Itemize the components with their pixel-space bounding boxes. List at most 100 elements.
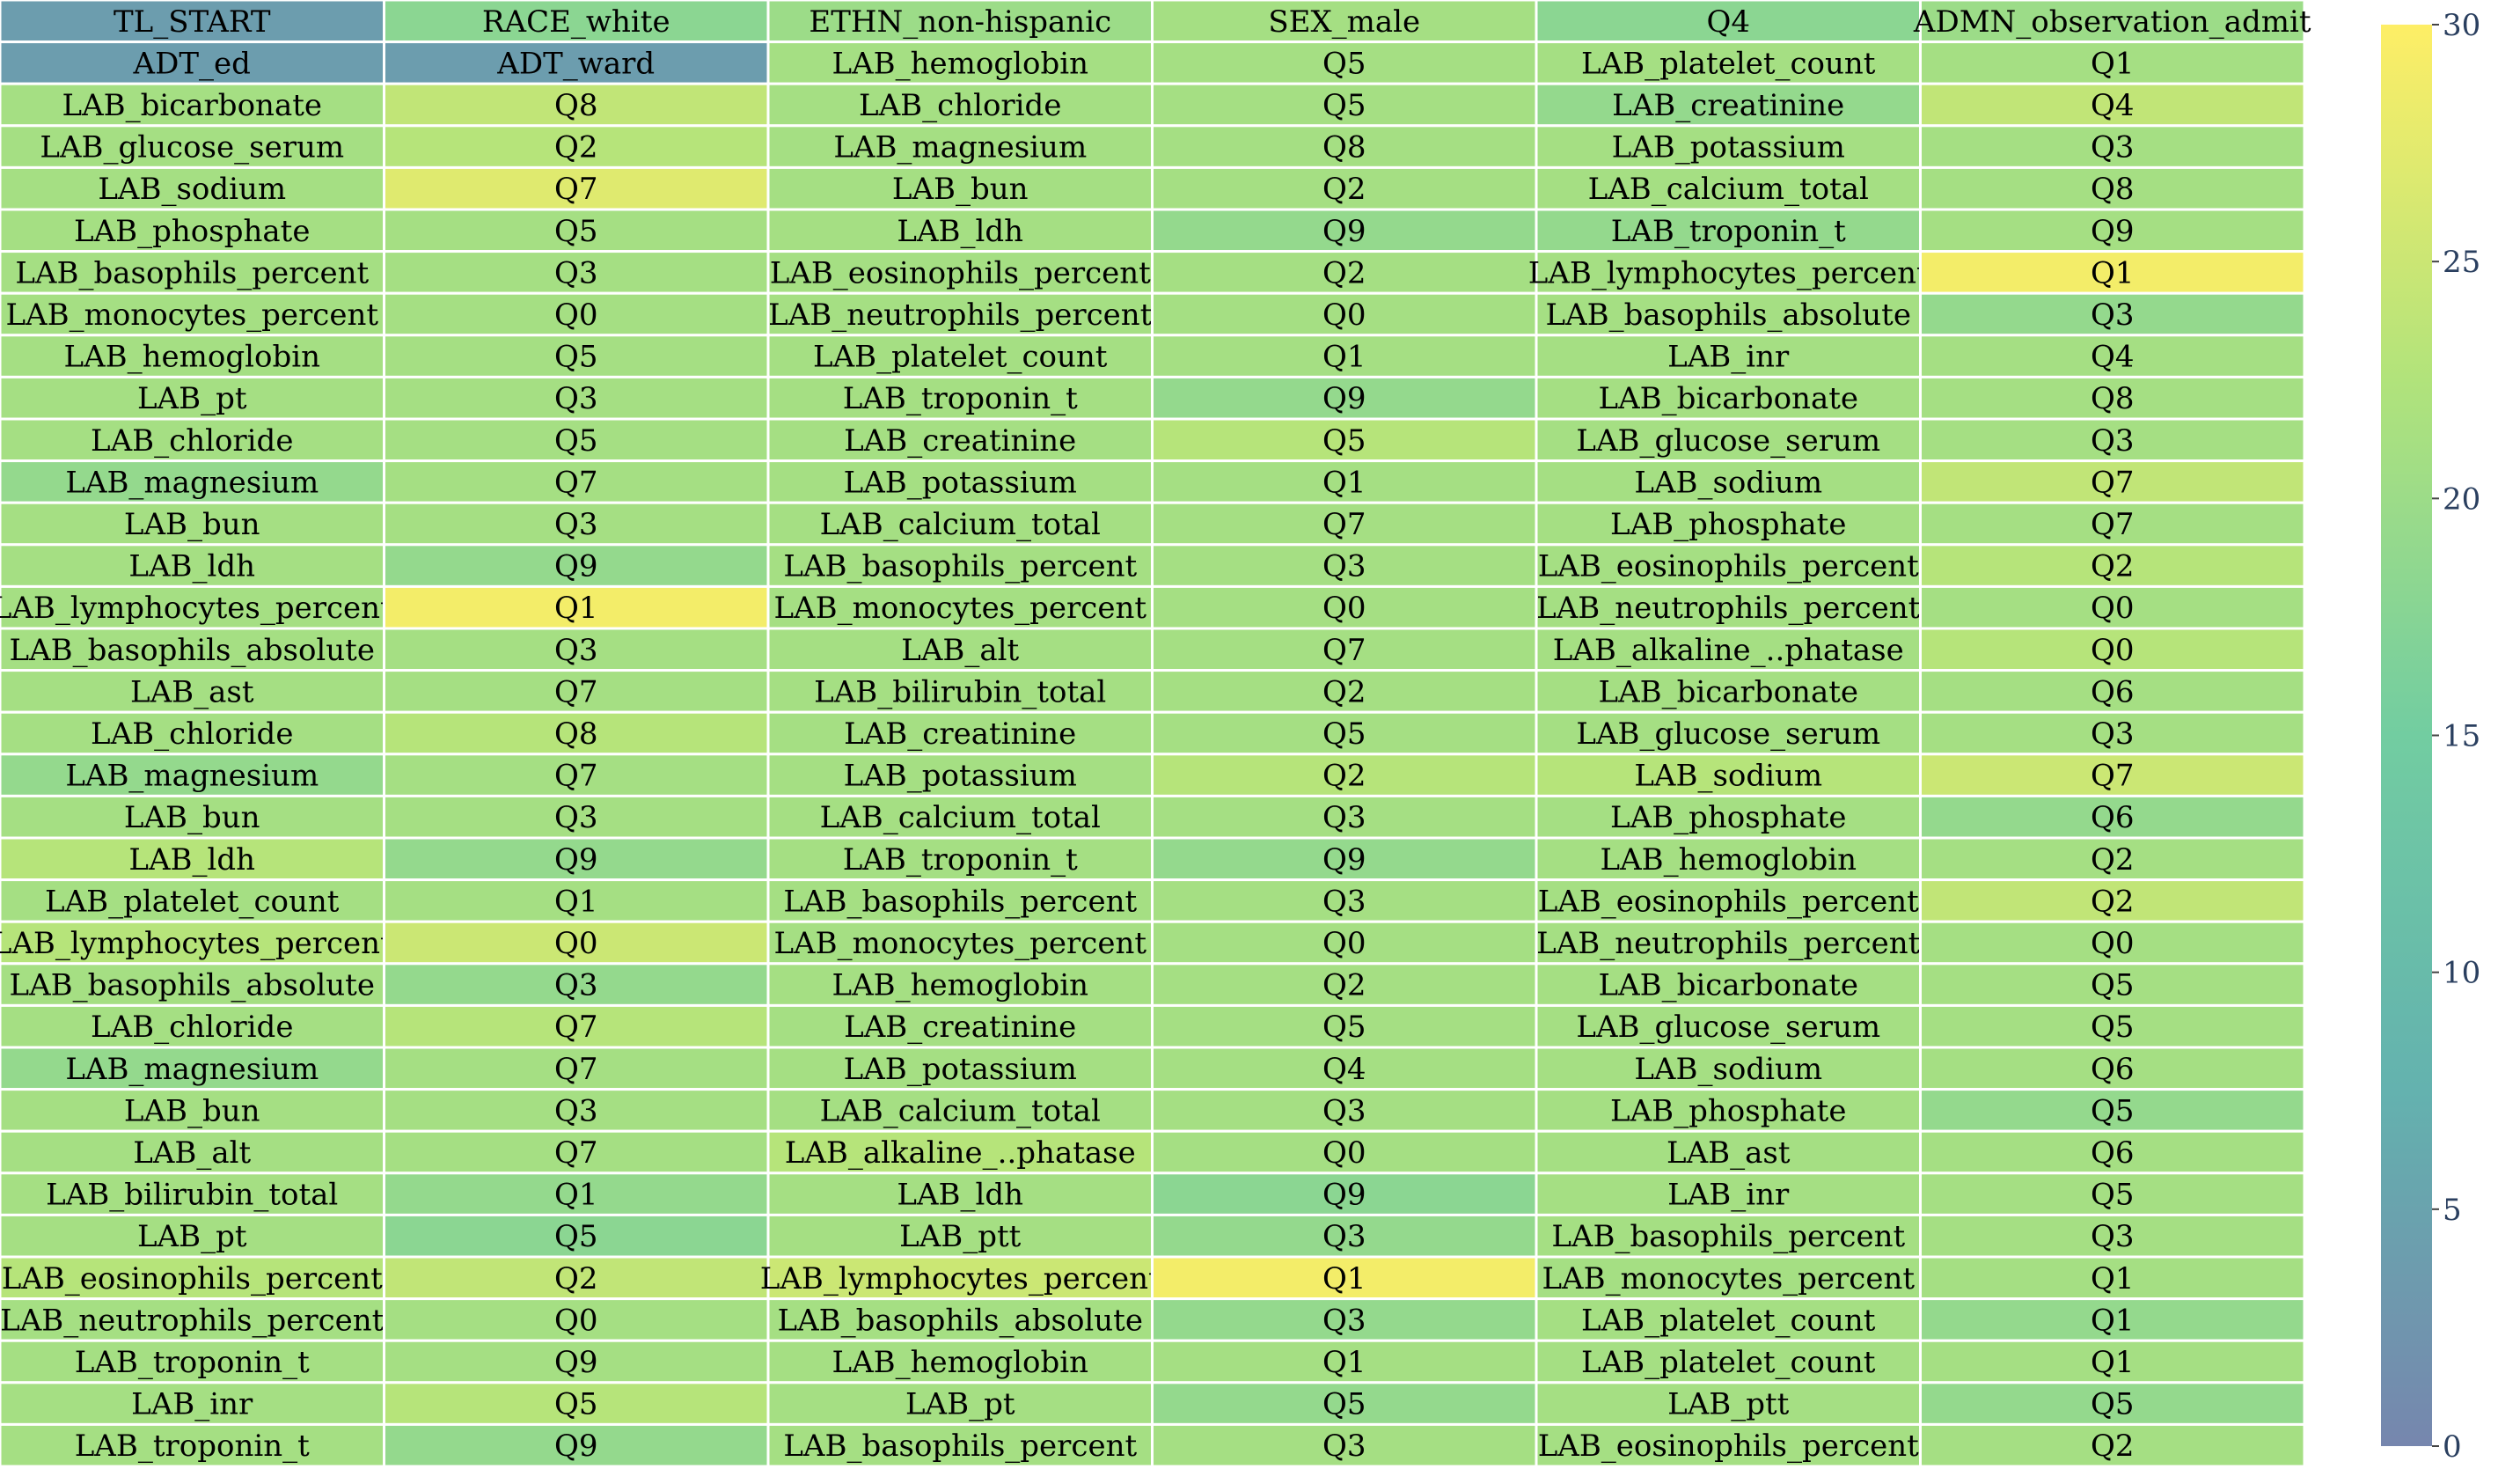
cell-label: Q7 xyxy=(554,759,598,794)
cell-label: Q5 xyxy=(2091,968,2135,1003)
heatmap-cell xyxy=(766,794,1154,840)
heatmap-cell xyxy=(383,710,770,756)
cell-label: Q3 xyxy=(1322,1093,1366,1128)
cell-label: Q2 xyxy=(2091,1429,2135,1464)
cell-label: Q9 xyxy=(554,842,598,878)
cell-label: Q0 xyxy=(2091,633,2135,668)
cell-label: Q3 xyxy=(1322,549,1366,584)
heatmap-cell xyxy=(766,375,1154,421)
cell-label: Q3 xyxy=(554,1093,598,1128)
cell-label: Q4 xyxy=(1322,1052,1366,1087)
cell-label: LAB_alt xyxy=(133,1135,251,1171)
cell-label: Q3 xyxy=(1322,800,1366,835)
heatmap-cell xyxy=(1151,710,1538,756)
cell-label: LAB_troponin_t xyxy=(75,1429,310,1464)
cell-label: LAB_troponin_t xyxy=(1611,214,1846,249)
cell-label: Q5 xyxy=(554,214,598,249)
cell-label: Q7 xyxy=(1322,633,1366,668)
cell-label: LAB_hemoglobin xyxy=(1601,842,1857,878)
heatmap-cell xyxy=(1535,584,1922,630)
cell-label: LAB_hemoglobin xyxy=(64,340,321,375)
cell-label: Q8 xyxy=(2091,381,2135,416)
heatmap-cell xyxy=(766,1003,1154,1049)
cell-label: LAB_platelet_count xyxy=(1581,1345,1876,1380)
cell-label: Q5 xyxy=(2091,1387,2135,1422)
cell-label: LAB_calcium_total xyxy=(820,800,1101,835)
heatmap-cell xyxy=(383,1422,770,1468)
heatmap-cell xyxy=(0,250,385,295)
cell-label: Q1 xyxy=(2091,255,2135,290)
cell-label: Q0 xyxy=(2091,926,2135,961)
cell-label: LAB_monocytes_percent xyxy=(773,926,1146,961)
heatmap-cell xyxy=(1151,250,1538,295)
cell-label: LAB_hemoglobin xyxy=(832,968,1089,1003)
table-row: LAB_basophils_absolute Q3 LAB_alt Q7 LAB_alk… xyxy=(0,627,2306,672)
heatmap-cell xyxy=(1151,459,1538,504)
cell-label: LAB_monocytes_percent xyxy=(773,591,1146,626)
heatmap-cell xyxy=(1535,417,1922,463)
table-row: LAB_monocytes_percent Q0 LAB_neutrophils_p… xyxy=(0,291,2306,337)
heatmap-cell xyxy=(1919,334,2306,378)
cell-label: Q2 xyxy=(554,1261,598,1296)
table-row: LAB_lymphocytes_percent Q1 LAB_monocytes_p… xyxy=(0,584,2306,630)
cell-label: LAB_eosinophils_percent xyxy=(770,255,1151,290)
cell-label: Q2 xyxy=(1322,674,1366,709)
heatmap-cell xyxy=(1919,250,2306,295)
heatmap-cell xyxy=(1535,753,1922,797)
cell-label: Q2 xyxy=(2091,549,2135,584)
table-row: LAB_phosphate Q5 LAB_ldh Q9 LAB_troponin_t Q9 xyxy=(0,208,2306,253)
heatmap-cell xyxy=(0,1381,385,1426)
heatmap-cell xyxy=(383,836,770,882)
cell-label: LAB_basophils_absolute xyxy=(778,1303,1143,1338)
heatmap-cell xyxy=(766,250,1154,295)
heatmap-cell xyxy=(1151,1172,1538,1216)
cell-label: Q5 xyxy=(1322,1010,1366,1045)
cell-label: Q7 xyxy=(554,674,598,709)
heatmap-cell xyxy=(0,627,385,672)
heatmap-cell xyxy=(1919,0,2306,44)
cell-label: Q9 xyxy=(554,1345,598,1380)
cell-label: Q1 xyxy=(2091,1345,2135,1380)
heatmap-cell xyxy=(1151,794,1538,840)
cell-label: LAB_alkaline_..phatase xyxy=(1553,633,1904,668)
cell-label: Q1 xyxy=(1322,1345,1366,1380)
cell-label: LAB_potassium xyxy=(844,465,1077,500)
cell-label: LAB_lymphocytes_percent xyxy=(1528,255,1929,290)
heatmap-cell xyxy=(1535,962,1922,1007)
cell-label: LAB_eosinophils_percent xyxy=(1538,884,1919,919)
heatmap-cell xyxy=(1151,753,1538,797)
cell-label: LAB_pt xyxy=(137,381,247,416)
cell-label: Q0 xyxy=(1322,591,1366,626)
cell-label: Q7 xyxy=(554,1052,598,1087)
cell-label: Q2 xyxy=(554,130,598,165)
cell-label: LAB_inr xyxy=(1667,1178,1790,1213)
table-row: LAB_magnesium Q7 LAB_potassium Q1 LAB_sodium… xyxy=(0,459,2306,504)
heatmap-cell xyxy=(1919,417,2306,463)
cell-label: ADMN_observation_admit xyxy=(1913,4,2311,40)
heatmap-cell xyxy=(1919,753,2306,797)
cell-label: LAB_magnesium xyxy=(65,1052,319,1087)
cell-label: LAB_bun xyxy=(892,172,1029,207)
cell-label: Q0 xyxy=(1322,926,1366,961)
heatmap-cell xyxy=(0,1422,385,1468)
cell-label: LAB_platelet_count xyxy=(1581,1303,1876,1338)
colorbar-tick-label: 0 xyxy=(2443,1429,2462,1465)
cell-label: LAB_monocytes_percent xyxy=(1542,1261,1915,1296)
cell-label: Q8 xyxy=(554,88,598,123)
table-row: LAB_glucose_serum Q2 LAB_magnesium Q8 LAB_po… xyxy=(0,124,2306,169)
cell-label: LAB_eosinophils_percent xyxy=(2,1261,383,1296)
cell-label: Q6 xyxy=(2091,674,2135,709)
heatmap-cell xyxy=(0,375,385,421)
table-row: TL_START RACE_white ETHN_non-hispanic SEX_m… xyxy=(0,0,2311,44)
cell-label: Q2 xyxy=(1322,172,1366,207)
cell-label: LAB_phosphate xyxy=(74,214,310,249)
heatmap-cell xyxy=(1919,1422,2306,1468)
cell-label: LAB_glucose_serum xyxy=(1576,716,1880,752)
table-row: LAB_sodium Q7 LAB_bun Q2 LAB_calcium_total Q8 xyxy=(0,165,2306,211)
cell-label: LAB_basophils_percent xyxy=(1551,1219,1905,1254)
cell-label: LAB_platelet_count xyxy=(45,884,340,919)
cell-label: LAB_lymphocytes_percent xyxy=(760,1261,1161,1296)
cell-label: LAB_calcium_total xyxy=(820,1093,1101,1128)
heatmap-cell xyxy=(1151,1339,1538,1385)
heatmap-cell xyxy=(1919,375,2306,421)
